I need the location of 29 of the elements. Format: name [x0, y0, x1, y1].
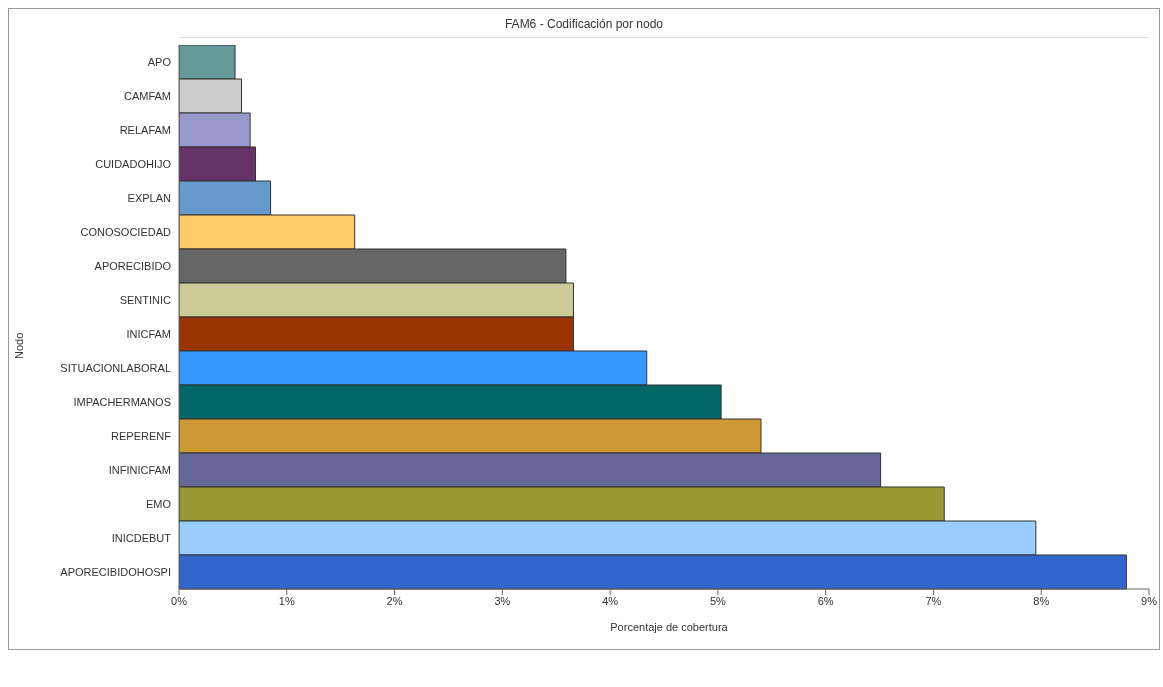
y-tick-label: APORECIBIDOHOSPI [60, 565, 171, 578]
y-tick-label: EXPLAN [127, 191, 172, 204]
x-tick-label: 4% [602, 594, 619, 607]
y-tick-label: APO [147, 55, 172, 68]
y-tick-label: EMO [145, 497, 172, 510]
x-tick-label: 6% [817, 594, 834, 607]
x-axis-title: Porcentaje de cobertura [609, 621, 729, 633]
x-tick-label: 7% [925, 594, 942, 607]
y-tick-label: CONOSOCIEDAD [80, 225, 172, 238]
x-tick-label: 5% [709, 594, 727, 607]
x-tick-label: 9% [1141, 594, 1158, 607]
y-axis-title: Nodo [13, 332, 25, 359]
y-tick-label: REPERENF [111, 429, 172, 442]
y-tick-label: INICDEBUT [111, 531, 172, 544]
x-tick-label: 1% [278, 594, 295, 607]
y-tick-label: RELAFAM [119, 123, 171, 136]
y-tick-label: INFINICFAM [108, 463, 171, 476]
y-tick-label: CUIDADOHIJO [95, 157, 172, 170]
y-tick-label: CAMFAM [123, 89, 171, 102]
y-tick-label: INICFAM [126, 327, 171, 340]
y-tick-label: APORECIBIDO [94, 259, 172, 272]
y-tick-label: IMPACHERMANOS [73, 395, 171, 408]
y-tick-label: SITUACIONLABORAL [60, 361, 171, 374]
x-tick-label: 0% [171, 594, 188, 607]
y-tick-label: SENTINIC [119, 293, 172, 306]
x-tick-label: 3% [494, 594, 511, 607]
x-tick-label: 2% [386, 594, 403, 607]
x-tick-label: 8% [1033, 594, 1050, 607]
chart-title: FAM6 - Codificación por nodo [503, 17, 665, 31]
